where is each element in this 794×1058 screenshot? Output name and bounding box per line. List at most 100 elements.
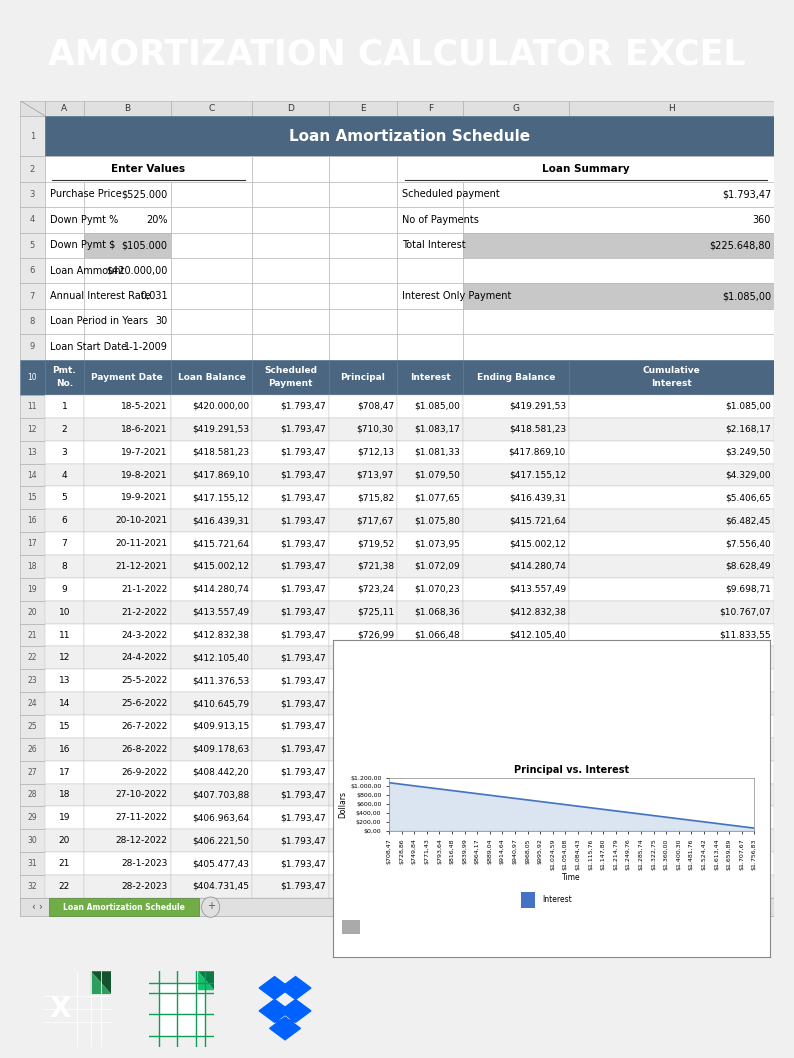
- Bar: [20, 334, 44, 360]
- Bar: [329, 875, 397, 898]
- Bar: [464, 670, 569, 692]
- Text: $416.439,31: $416.439,31: [192, 516, 249, 525]
- Bar: [171, 829, 252, 852]
- Text: Total Interest: Total Interest: [403, 240, 466, 251]
- Text: Interest Only Payment: Interest Only Payment: [403, 291, 511, 302]
- Bar: [171, 578, 252, 601]
- Text: $20.297,40: $20.297,40: [720, 814, 771, 822]
- Bar: [464, 806, 569, 829]
- Bar: [329, 852, 397, 875]
- Title: Principal vs. Interest: Principal vs. Interest: [515, 766, 629, 776]
- Bar: [44, 692, 84, 715]
- Text: 20%: 20%: [146, 215, 168, 225]
- Bar: [252, 207, 329, 233]
- Bar: [464, 578, 569, 601]
- Bar: [464, 829, 569, 852]
- Text: 30: 30: [28, 836, 37, 845]
- Bar: [84, 601, 171, 623]
- Text: 23: 23: [28, 676, 37, 686]
- Bar: [171, 258, 252, 284]
- Bar: [569, 101, 774, 115]
- Bar: [171, 233, 252, 258]
- Text: $413.557,49: $413.557,49: [192, 607, 249, 617]
- Bar: [397, 334, 464, 360]
- Bar: [464, 555, 569, 578]
- Bar: [20, 207, 44, 233]
- Bar: [464, 233, 774, 258]
- Bar: [44, 601, 84, 623]
- Text: $1.085,00: $1.085,00: [722, 291, 771, 302]
- Text: E: E: [360, 104, 366, 112]
- Bar: [20, 737, 44, 761]
- Bar: [44, 309, 84, 334]
- Bar: [397, 692, 464, 715]
- Bar: [84, 784, 171, 806]
- Bar: [569, 737, 774, 761]
- Text: $728,86: $728,86: [357, 654, 394, 662]
- Text: 12: 12: [59, 654, 70, 662]
- Bar: [569, 532, 774, 555]
- Text: $417.869,10: $417.869,10: [192, 471, 249, 479]
- Text: $1.062,72: $1.062,72: [414, 676, 461, 686]
- Bar: [569, 509, 774, 532]
- Bar: [20, 284, 44, 309]
- Bar: [329, 623, 397, 646]
- Text: 20-10-2021: 20-10-2021: [116, 516, 168, 525]
- Text: Loan Period in Years: Loan Period in Years: [50, 316, 148, 327]
- Bar: [464, 463, 569, 487]
- Text: $409.178,63: $409.178,63: [509, 722, 566, 731]
- Bar: [171, 646, 252, 670]
- Text: $1.793,47: $1.793,47: [280, 836, 326, 845]
- Bar: [464, 334, 774, 360]
- Bar: [569, 601, 774, 623]
- Bar: [329, 737, 397, 761]
- Bar: [329, 233, 397, 258]
- Bar: [84, 463, 171, 487]
- Bar: [44, 360, 84, 395]
- Bar: [44, 182, 84, 207]
- Bar: [252, 715, 329, 737]
- Text: +: +: [206, 901, 214, 911]
- Bar: [397, 258, 464, 284]
- Bar: [171, 487, 252, 509]
- Polygon shape: [275, 1020, 295, 1032]
- Text: $409.913,15: $409.913,15: [192, 722, 249, 731]
- Bar: [464, 284, 774, 309]
- Bar: [397, 182, 464, 207]
- Bar: [20, 898, 774, 916]
- Bar: [20, 646, 44, 670]
- Bar: [464, 715, 569, 737]
- Text: 17: 17: [28, 540, 37, 548]
- Text: 18-6-2021: 18-6-2021: [121, 425, 168, 434]
- Polygon shape: [270, 1017, 300, 1040]
- Text: $415.002,12: $415.002,12: [509, 540, 566, 548]
- Text: Interest: Interest: [651, 379, 692, 388]
- Bar: [464, 737, 569, 761]
- Text: $412.832,38: $412.832,38: [509, 607, 566, 617]
- Text: $1.051,32: $1.051,32: [414, 814, 461, 822]
- Text: $1.793,47: $1.793,47: [280, 516, 326, 525]
- Text: $5.406,65: $5.406,65: [726, 493, 771, 503]
- Text: 24: 24: [28, 699, 37, 708]
- Bar: [329, 284, 397, 309]
- Bar: [20, 101, 44, 115]
- Bar: [329, 670, 397, 692]
- Text: 6: 6: [29, 267, 35, 275]
- Text: 28: 28: [28, 790, 37, 800]
- Text: 25-6-2022: 25-6-2022: [121, 699, 168, 708]
- Text: 19-9-2021: 19-9-2021: [121, 493, 168, 503]
- Bar: [464, 784, 569, 806]
- Text: $1.053,24: $1.053,24: [414, 790, 461, 800]
- Bar: [397, 509, 464, 532]
- Text: 1: 1: [61, 402, 67, 411]
- Text: 30: 30: [156, 316, 168, 327]
- Bar: [44, 334, 84, 360]
- Bar: [84, 418, 171, 441]
- Text: $418.581,23: $418.581,23: [192, 448, 249, 457]
- Text: 21: 21: [28, 631, 37, 639]
- Text: 7: 7: [29, 292, 35, 300]
- Bar: [252, 509, 329, 532]
- Text: Enter Values: Enter Values: [111, 164, 186, 175]
- Text: $410.645,79: $410.645,79: [509, 676, 566, 686]
- Bar: [329, 532, 397, 555]
